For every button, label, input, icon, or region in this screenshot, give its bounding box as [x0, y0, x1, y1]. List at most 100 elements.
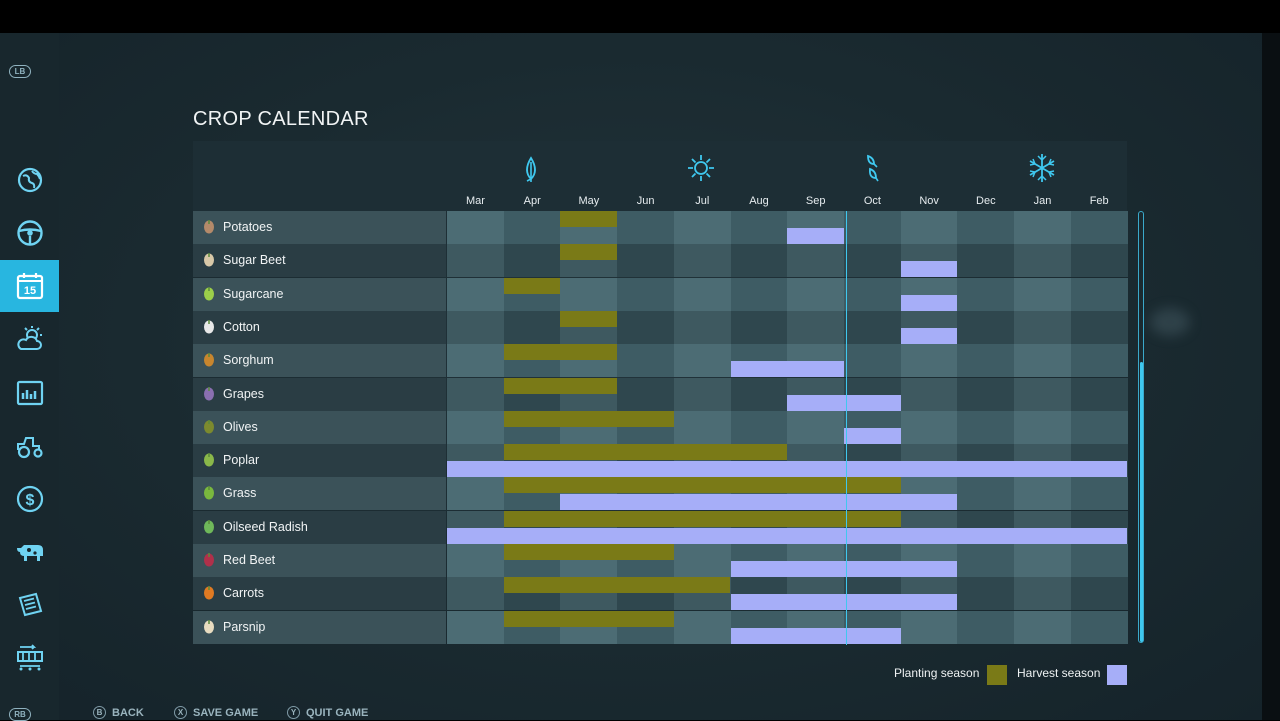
parsnip-icon: [204, 619, 214, 634]
sidebar-item-production[interactable]: [0, 632, 59, 684]
harvest-season-bar: [900, 261, 958, 278]
sugar-beet-icon: [204, 253, 214, 267]
crop-row[interactable]: Olives: [193, 410, 1128, 444]
crop-name: Oilseed Radish: [223, 519, 308, 534]
crop-name-cell: [193, 344, 446, 378]
month-cell: [447, 244, 505, 278]
month-cell: [617, 310, 675, 344]
scrollbar-thumb[interactable]: [1139, 362, 1143, 642]
month-cell: [1070, 577, 1128, 611]
month-cell: [447, 544, 505, 577]
month-cell: [617, 277, 675, 311]
crop-name: Red Beet: [223, 553, 276, 567]
crop-name: Grass: [223, 486, 257, 501]
month-cell: [957, 310, 1015, 344]
month-cell: [447, 277, 505, 311]
month-cell: [1070, 344, 1128, 378]
month-cell: [1070, 610, 1128, 644]
month-cell: [617, 244, 675, 278]
month-cell: [1070, 377, 1128, 411]
scrollbar-track[interactable]: [1138, 211, 1144, 643]
sidebar-item-statistics[interactable]: [0, 367, 59, 419]
harvest-season-bar: [787, 394, 901, 411]
month-cell: [673, 344, 731, 378]
month-cell: [730, 244, 788, 278]
sidebar-item-animals[interactable]: [0, 526, 59, 578]
save-game-label: SAVE GAME: [193, 706, 259, 719]
crop-name: Cotton: [223, 319, 260, 334]
month-cell: [957, 211, 1015, 244]
month-cell: [1014, 610, 1072, 644]
sidebar-item-finances[interactable]: $: [0, 473, 59, 525]
rb-bumper-hint[interactable]: RB: [9, 708, 31, 721]
back-button[interactable]: B BACK: [93, 706, 144, 719]
month-cell: [447, 477, 505, 511]
month-cell: [447, 377, 505, 411]
calendar-header: Mar Apr May Jun Jul Aug Sep Oct Nov Dec Jan Feb: [193, 141, 1127, 211]
harvest-season-bar: [843, 427, 901, 444]
month-cell: [730, 410, 788, 444]
quit-game-label: QUIT GAME: [306, 706, 369, 719]
crop-name: Grapes: [223, 386, 264, 401]
crop-name: Olives: [223, 419, 258, 434]
month-cell: [787, 277, 845, 311]
month-cell: [900, 344, 958, 378]
quit-game-button[interactable]: Y QUIT GAME: [287, 706, 368, 719]
sidebar-item-garage[interactable]: [0, 420, 59, 472]
crop-row[interactable]: Carrots: [193, 577, 1128, 611]
planting-season-bar: [503, 510, 901, 527]
planting-season-bar: [560, 310, 618, 327]
sorghum-icon: [204, 353, 214, 367]
month-cell: [957, 244, 1015, 278]
month-cell: [730, 277, 788, 311]
sidebar-item-weather[interactable]: [0, 313, 59, 365]
crop-name-cell: [193, 610, 446, 644]
crop-row[interactable]: Sugar Beet: [193, 244, 1128, 278]
crop-row[interactable]: Red Beet: [193, 544, 1128, 577]
legend-harvest-swatch: [1107, 665, 1127, 685]
crop-name-cell: [193, 544, 446, 577]
sidebar-item-map[interactable]: [0, 154, 59, 206]
month-cell: [957, 410, 1015, 444]
harvest-season-bar: [447, 461, 1128, 478]
crop-name-cell: [193, 310, 446, 344]
oilseed-radish-icon: [204, 519, 214, 534]
crop-name: Poplar: [223, 453, 260, 468]
month-cell: [1014, 544, 1072, 577]
month-header: Apr: [523, 195, 541, 207]
month-cell: [1070, 410, 1128, 444]
month-cell: [843, 344, 902, 378]
crop-row[interactable]: Sugarcane: [193, 277, 1128, 311]
month-cell: [1070, 477, 1128, 511]
crop-row[interactable]: Oilseed Radish: [193, 510, 1128, 544]
crop-row[interactable]: Parsnip: [193, 610, 1128, 644]
crop-row[interactable]: Sorghum: [193, 344, 1128, 378]
month-cell: [447, 344, 505, 378]
crop-name-cell: [193, 277, 446, 311]
crop-row[interactable]: Cotton: [193, 310, 1128, 344]
svg-text:$: $: [25, 492, 34, 509]
month-cell: [900, 410, 958, 444]
lb-bumper-hint[interactable]: LB: [9, 65, 31, 78]
month-cell: [900, 211, 958, 244]
save-game-button[interactable]: X SAVE GAME: [174, 706, 258, 719]
carrot-icon: [204, 586, 214, 600]
crop-row[interactable]: Poplar: [193, 444, 1128, 478]
month-cell: [1070, 544, 1128, 577]
month-cell: [673, 410, 731, 444]
month-cell: [787, 410, 845, 444]
sidebar-item-calendar[interactable]: 15: [0, 260, 59, 312]
sidebar-item-contracts[interactable]: [0, 579, 59, 631]
calendar-icon: 15: [16, 273, 43, 300]
month-cell: [1014, 277, 1072, 311]
crop-row[interactable]: Potatoes: [193, 211, 1128, 244]
crop-row[interactable]: Grass: [193, 477, 1128, 511]
sidebar-item-vehicles[interactable]: [0, 207, 59, 259]
harvest-season-bar: [730, 594, 958, 611]
crop-name-cell: [193, 577, 446, 611]
page-title: CROP CALENDAR: [193, 108, 369, 130]
crop-name-cell: [193, 377, 446, 411]
cotton-icon: [204, 319, 214, 334]
planting-season-bar: [503, 610, 674, 627]
crop-row[interactable]: Grapes: [193, 377, 1128, 411]
